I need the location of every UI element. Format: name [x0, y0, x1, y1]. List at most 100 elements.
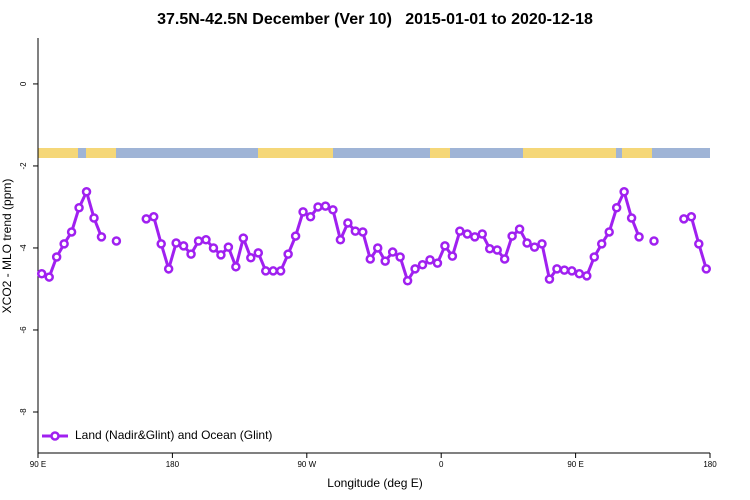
data-point	[410, 264, 420, 274]
land-strip	[523, 148, 616, 158]
data-point	[260, 266, 271, 276]
data-point	[462, 229, 473, 239]
x-tick-label: 180	[166, 460, 180, 469]
data-point	[686, 212, 697, 222]
data-point	[216, 250, 226, 260]
data-point	[320, 201, 331, 211]
data-point	[275, 266, 286, 276]
land-strip	[258, 148, 333, 158]
y-tick-label: -4	[19, 244, 28, 252]
data-point	[567, 266, 577, 276]
x-tick-label: 90 E	[30, 460, 46, 469]
data-point	[477, 229, 488, 239]
data-point	[171, 238, 181, 248]
data-point	[417, 260, 428, 270]
data-point	[305, 212, 316, 222]
y-tick-label: -2	[19, 162, 28, 170]
x-tick-label: 180	[703, 460, 717, 469]
land-ocean-strip	[38, 148, 710, 158]
data-point	[596, 239, 607, 249]
data-point	[246, 253, 256, 263]
data-point	[283, 249, 293, 259]
data-point	[89, 213, 99, 223]
data-point	[470, 232, 480, 242]
data-point	[141, 214, 152, 224]
data-point	[559, 265, 570, 275]
data-point	[223, 242, 234, 252]
ocean-strip	[38, 148, 710, 158]
data-point	[335, 235, 346, 245]
data-point	[499, 254, 510, 264]
data-point	[544, 274, 555, 284]
legend-marker	[50, 431, 60, 441]
data-point	[507, 231, 517, 241]
data-point	[395, 252, 405, 262]
data-point	[440, 241, 450, 251]
data-point	[634, 232, 644, 242]
data-point	[186, 249, 196, 259]
data-point	[66, 227, 77, 237]
data-point	[649, 236, 659, 246]
data-point	[201, 235, 211, 245]
data-point	[372, 243, 383, 253]
data-point	[402, 276, 413, 286]
data-point	[328, 205, 338, 215]
data-point	[619, 187, 629, 197]
data-point	[231, 262, 241, 272]
data-point	[111, 236, 122, 246]
data-point	[582, 271, 592, 281]
data-point	[701, 264, 712, 274]
land-strip	[430, 148, 450, 158]
land-strip	[622, 148, 652, 158]
data-point	[604, 227, 614, 237]
land-strip	[38, 148, 78, 158]
data-point	[268, 266, 278, 276]
data-point	[36, 269, 47, 279]
data-point	[447, 251, 458, 261]
data-point	[44, 272, 54, 282]
data-point	[74, 203, 84, 213]
data-point	[343, 218, 353, 228]
data-point	[253, 248, 264, 258]
data-point	[455, 226, 465, 236]
data-point	[552, 264, 562, 274]
y-tick-label: -8	[19, 408, 28, 416]
data-point	[365, 254, 376, 264]
data-point	[298, 207, 308, 217]
data-point	[514, 224, 525, 234]
x-tick-label: 0	[439, 460, 444, 469]
data-point	[193, 236, 204, 246]
y-axis-label: XCO2 - MLO trend (ppm)	[0, 179, 14, 314]
data-point	[537, 239, 547, 249]
data-point	[81, 187, 92, 197]
x-tick-label: 90 E	[567, 460, 583, 469]
data-point	[96, 232, 107, 242]
data-point	[484, 244, 495, 254]
y-tick-label: -6	[19, 326, 28, 334]
data-point	[208, 243, 219, 253]
data-point	[387, 247, 398, 257]
data-point	[611, 203, 622, 213]
data-point	[313, 202, 323, 212]
data-point	[178, 241, 189, 251]
data-point	[679, 214, 689, 224]
data-point	[358, 227, 368, 237]
data-point	[156, 239, 166, 249]
chart-title: 37.5N-42.5N December (Ver 10) 2015-01-01…	[157, 11, 593, 28]
land-strip	[86, 148, 116, 158]
data-point	[432, 258, 443, 268]
data-point	[350, 226, 361, 236]
series-line	[41, 187, 708, 285]
data-point	[574, 269, 585, 279]
data-point	[238, 233, 249, 243]
y-tick-label: 0	[19, 81, 28, 86]
data-point	[425, 255, 435, 265]
data-point	[163, 264, 174, 274]
data-point	[492, 245, 502, 255]
data-point	[290, 231, 301, 241]
data-point	[694, 239, 704, 249]
data-point	[522, 238, 532, 248]
data-point	[59, 239, 69, 249]
data-point	[51, 252, 62, 262]
